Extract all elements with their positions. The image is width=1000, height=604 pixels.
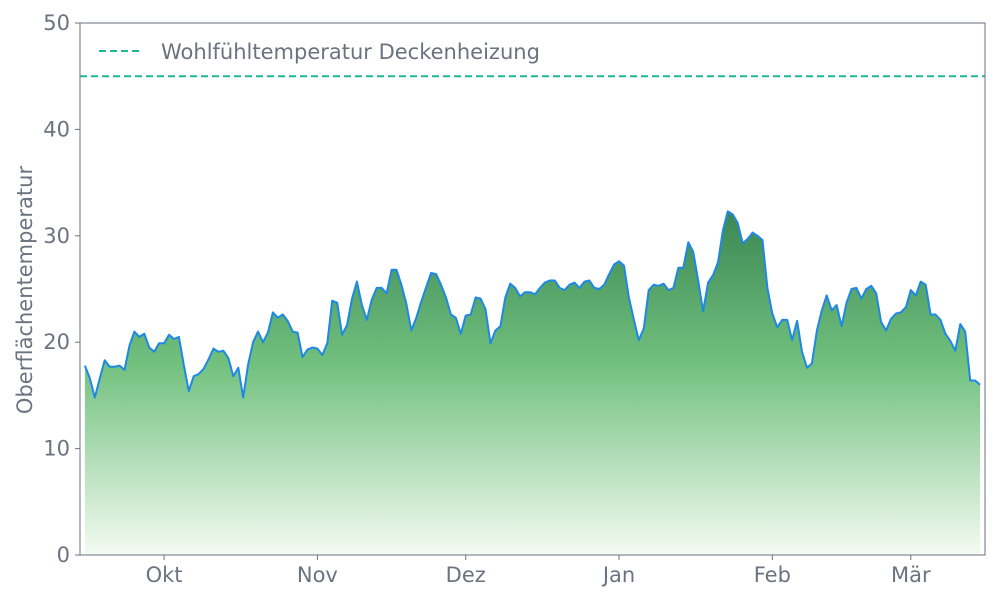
x-tick-label-Okt: Okt bbox=[146, 563, 183, 587]
y-tick-label: 30 bbox=[43, 224, 70, 248]
y-tick-label: 10 bbox=[43, 437, 70, 461]
temperature-area-fill bbox=[85, 211, 980, 555]
x-tick-label-Dez: Dez bbox=[446, 563, 486, 587]
legend-label: Wohlfühltemperatur Deckenheizung bbox=[161, 40, 540, 64]
y-tick-label: 0 bbox=[57, 543, 70, 567]
x-tick-label-Jan: Jan bbox=[601, 563, 635, 587]
y-tick-label: 40 bbox=[43, 117, 70, 141]
y-tick-label: 50 bbox=[43, 11, 70, 35]
y-axis: 0 10 20 30 40 50 bbox=[43, 11, 80, 567]
area-layer bbox=[85, 211, 980, 555]
x-tick-label-Nov: Nov bbox=[297, 563, 338, 587]
x-tick-label-Mär: Mär bbox=[891, 563, 931, 587]
y-tick-label: 20 bbox=[43, 330, 70, 354]
x-axis: Okt Nov Dez Jan Feb Mär bbox=[146, 555, 931, 587]
y-axis-label: Oberflächentemperatur bbox=[13, 166, 37, 415]
legend: Wohlfühltemperatur Deckenheizung bbox=[99, 40, 540, 64]
x-tick-label-Feb: Feb bbox=[754, 563, 791, 587]
